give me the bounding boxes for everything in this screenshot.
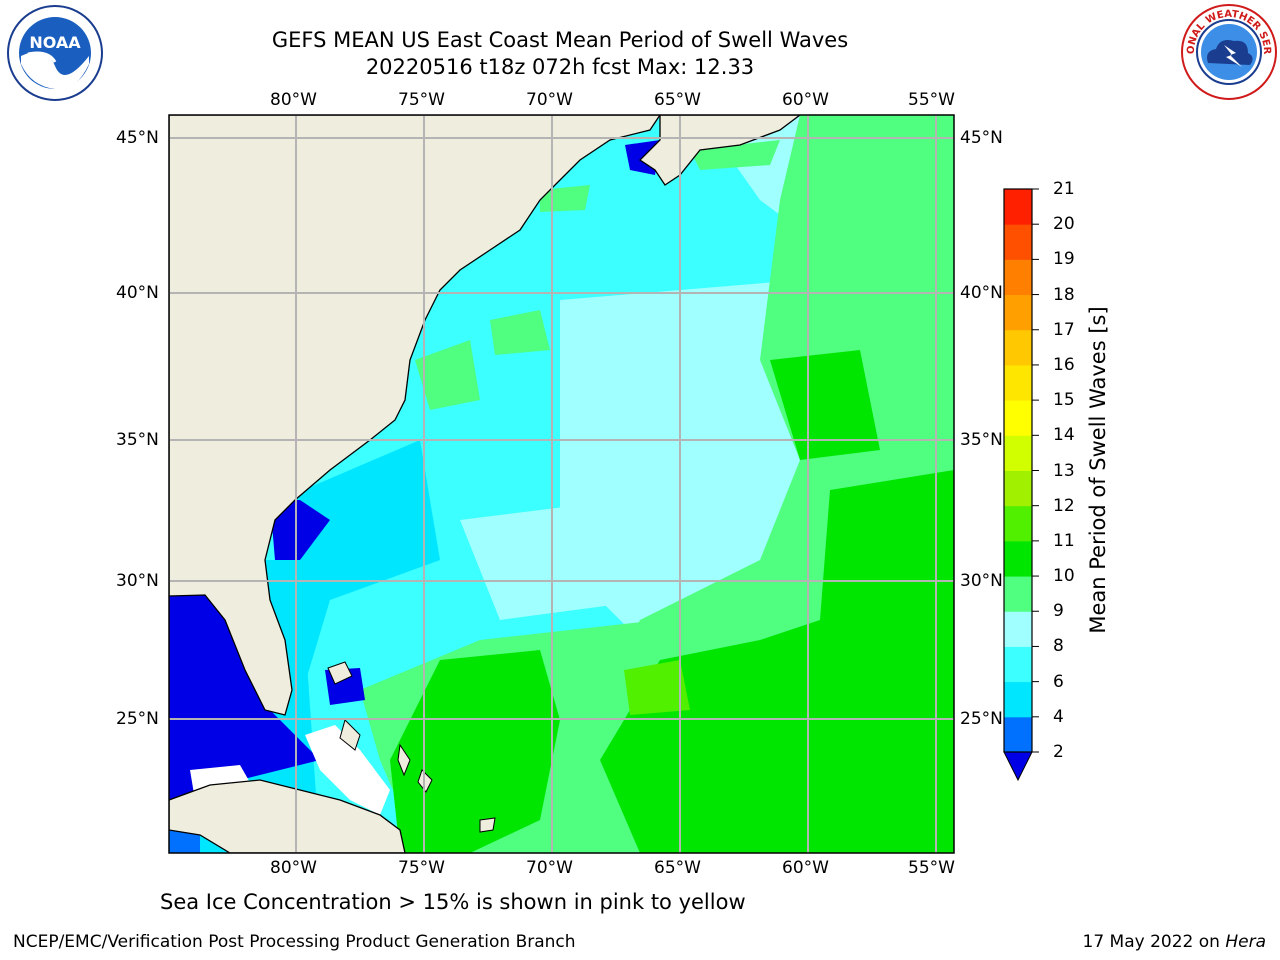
gulf-low-period	[169, 590, 320, 800]
colorbar-segment	[1004, 716, 1032, 753]
colorbar	[1004, 188, 1039, 753]
lon-label-bottom: 70°W	[526, 858, 573, 878]
lon-label-top: 55°W	[908, 90, 955, 110]
colorbar-segment	[1004, 435, 1032, 471]
lat-label-left: 30°N	[116, 571, 159, 591]
colorbar-segment	[1004, 259, 1032, 296]
swell-zone-6s	[280, 440, 440, 700]
lon-label-top: 70°W	[526, 90, 573, 110]
colorbar-segment	[1004, 224, 1032, 260]
colorbar-segment	[1004, 646, 1032, 683]
lon-label-bottom: 80°W	[270, 858, 317, 878]
colorbar-tick-label: 10	[1053, 566, 1075, 587]
footer-date-text: 17 May 2022 on	[1082, 932, 1226, 952]
colorbar-tick-label: 2	[1053, 742, 1064, 762]
graticule	[169, 115, 954, 853]
footer-branch: NCEP/EMC/Verification Post Processing Pr…	[13, 932, 576, 952]
lat-label-right: 30°N	[960, 571, 1003, 591]
colorbar-under-arrow	[1003, 751, 1033, 782]
colorbar-segment	[1004, 329, 1032, 366]
colorbar-tick-label: 15	[1053, 390, 1075, 411]
swell-zone-10s	[600, 470, 954, 853]
colorbar-tick-label: 4	[1053, 706, 1064, 727]
colorbar-segment	[1004, 611, 1032, 647]
lon-label-top: 75°W	[398, 90, 445, 110]
colorbar-tick-label: 8	[1053, 636, 1064, 657]
colorbar-segment	[1004, 505, 1032, 542]
colorbar-tick-label: 18	[1053, 284, 1075, 305]
colorbar-tick-label: 14	[1053, 425, 1075, 446]
noaa-logo-text: NOAA	[29, 33, 81, 52]
lon-label-bottom: 65°W	[654, 858, 701, 878]
land-us-east	[169, 115, 661, 716]
colorbar-segment	[1004, 364, 1032, 401]
lat-label-left: 35°N	[116, 430, 159, 450]
colorbar-tick-label: 9	[1053, 601, 1064, 622]
colorbar-segment	[1004, 540, 1032, 577]
colorbar-label: Mean Period of Swell Waves [s]	[1086, 306, 1110, 634]
lat-label-right: 35°N	[960, 430, 1003, 450]
colorbar-tick-label: 21	[1053, 179, 1075, 199]
colorbar-segment	[1004, 576, 1032, 612]
lon-label-top: 65°W	[654, 90, 701, 110]
footer-host: Hera	[1225, 932, 1266, 952]
footer-date: 17 May 2022 on Hera	[1083, 932, 1267, 952]
colorbar-segment	[1004, 294, 1032, 331]
colorbar-tick-label: 16	[1053, 354, 1075, 375]
colorbar-tick-label: 19	[1053, 249, 1075, 270]
chart-subtitle: 20220516 t18z 072h fcst Max: 12.33	[365, 55, 755, 79]
lat-label-left: 45°N	[116, 128, 159, 148]
lat-label-left: 40°N	[116, 283, 159, 303]
sea-ice-note: Sea Ice Concentration > 15% is shown in …	[160, 890, 746, 914]
lon-label-bottom: 55°W	[908, 858, 955, 878]
colorbar-segment	[1004, 681, 1032, 718]
colorbar-tick-label: 6	[1053, 671, 1064, 692]
lat-label-right: 45°N	[960, 128, 1003, 148]
colorbar-segment	[1004, 189, 1032, 225]
lon-label-bottom: 75°W	[398, 858, 445, 878]
lat-label-right: 40°N	[960, 283, 1003, 303]
lon-label-top: 80°W	[270, 90, 317, 110]
chart-title: GEFS MEAN US East Coast Mean Period of S…	[271, 28, 849, 52]
lon-label-top: 60°W	[782, 90, 829, 110]
colorbar-segment	[1004, 400, 1032, 436]
noaa-logo-icon: NOAA	[7, 5, 103, 101]
colorbar-tick-label: 17	[1053, 319, 1075, 340]
colorbar-segment	[1004, 470, 1032, 507]
lat-label-right: 25°N	[960, 709, 1003, 729]
colorbar-tick-label: 11	[1053, 530, 1075, 551]
colorbar-tick-label: 20	[1053, 214, 1075, 235]
colorbar-tick-label: 12	[1053, 495, 1075, 516]
nws-logo-icon: NATIONAL WEATHER SERVICE	[1180, 3, 1277, 100]
lat-label-left: 25°N	[116, 709, 159, 729]
land-cuba	[169, 779, 406, 853]
colorbar-tick-label: 13	[1053, 460, 1075, 481]
lon-label-bottom: 60°W	[782, 858, 829, 878]
map-frame	[168, 114, 955, 854]
